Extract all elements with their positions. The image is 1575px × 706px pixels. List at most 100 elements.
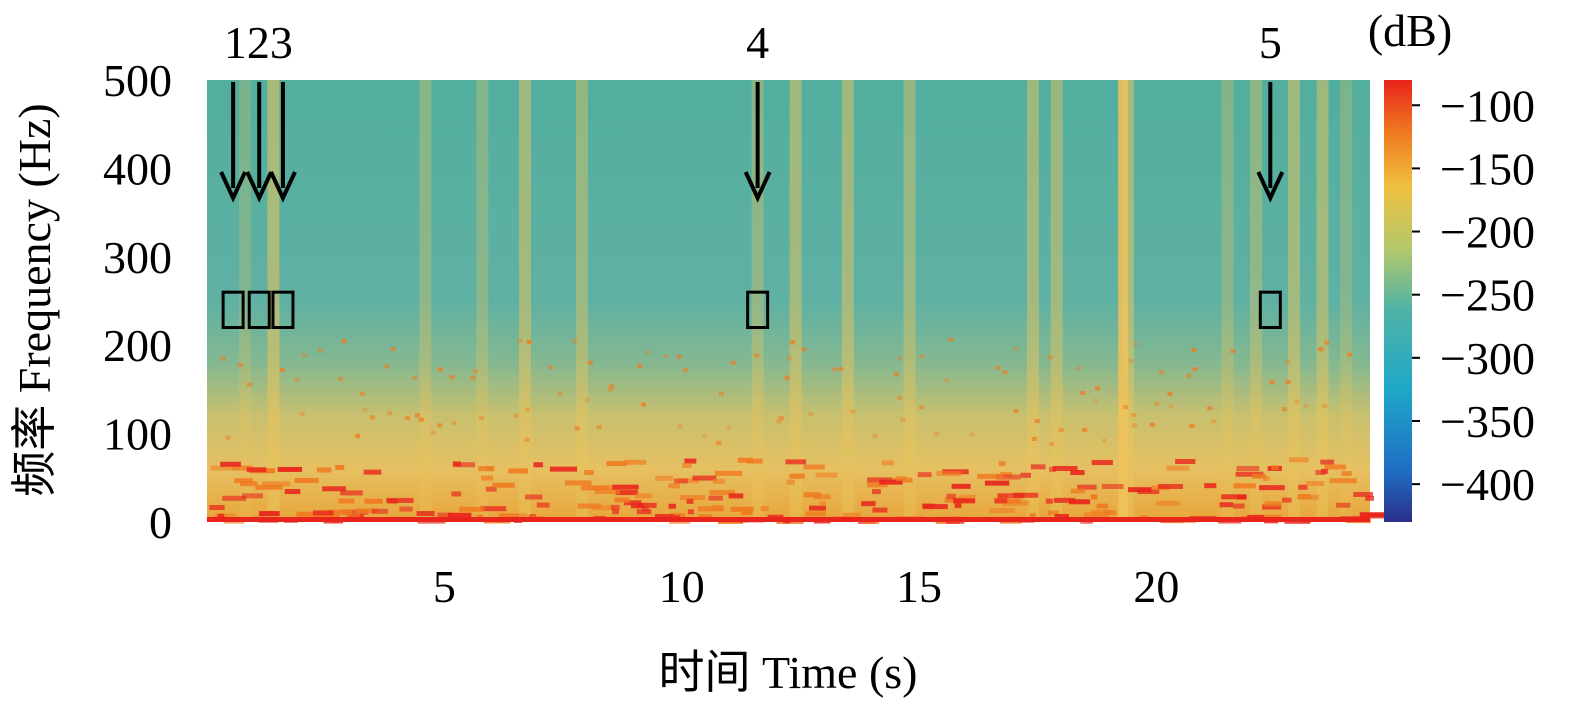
energy-spot	[1175, 458, 1196, 464]
energy-spot	[355, 508, 378, 514]
energy-spot	[247, 382, 253, 387]
energy-band	[1221, 80, 1234, 522]
energy-spot	[737, 457, 754, 463]
energy-spot	[1047, 510, 1059, 516]
energy-spot	[384, 364, 390, 369]
energy-spot	[508, 468, 528, 474]
energy-spot	[1264, 501, 1282, 507]
y-tick-label: 200	[103, 320, 172, 371]
energy-spot	[437, 367, 443, 372]
energy-spot	[414, 413, 420, 418]
energy-spot	[708, 495, 723, 501]
energy-spot	[225, 435, 231, 440]
energy-spot	[217, 513, 225, 519]
energy-spot	[430, 430, 436, 435]
energy-band	[1288, 80, 1301, 522]
energy-spot	[1070, 488, 1086, 494]
energy-spot	[1090, 494, 1098, 500]
energy-spot	[1149, 422, 1155, 427]
energy-band	[1340, 80, 1353, 522]
energy-spot	[1052, 465, 1078, 471]
energy-spot	[673, 478, 688, 484]
annotation-box-2	[247, 290, 271, 330]
arrowhead-5	[1256, 171, 1285, 203]
energy-spot	[1128, 487, 1152, 493]
energy-spot	[1075, 366, 1081, 371]
energy-spot	[715, 470, 743, 476]
energy-spot	[1207, 406, 1213, 411]
energy-spot	[754, 353, 760, 358]
energy-spot	[994, 498, 1008, 504]
energy-spot	[1191, 347, 1197, 352]
energy-spot	[584, 470, 594, 476]
energy-spot	[636, 509, 652, 515]
energy-spot	[472, 369, 478, 374]
energy-spot	[476, 514, 484, 520]
energy-spot	[1315, 469, 1326, 475]
arrowhead-3	[269, 171, 297, 203]
energy-spot	[1013, 409, 1019, 414]
energy-spot	[587, 360, 593, 365]
energy-spot	[897, 395, 903, 400]
energy-spot	[312, 510, 334, 516]
energy-spot	[498, 513, 519, 519]
energy-spot	[1054, 514, 1069, 520]
energy-spot	[607, 387, 613, 392]
energy-spot	[387, 498, 398, 504]
energy-spot	[1236, 465, 1260, 471]
energy-spot	[296, 511, 324, 517]
energy-spot	[894, 372, 900, 377]
energy-spot	[923, 504, 948, 510]
energy-spot	[1298, 493, 1312, 499]
energy-spot	[549, 466, 578, 472]
annotation-label: 5	[1259, 17, 1282, 68]
colorbar-tick-label: −200	[1440, 207, 1535, 258]
energy-band	[476, 80, 489, 522]
energy-spot	[359, 391, 365, 396]
energy-spot	[220, 461, 241, 467]
energy-spot	[813, 494, 831, 500]
energy-spot	[1083, 512, 1109, 518]
energy-spot	[338, 498, 355, 504]
energy-spot	[989, 508, 1016, 514]
arrowhead-1	[219, 171, 247, 203]
energy-spot	[831, 367, 837, 372]
energy-spot	[526, 339, 532, 344]
energy-spot	[533, 462, 543, 468]
energy-spot	[516, 513, 528, 519]
energy-spot	[678, 478, 700, 484]
energy-spot	[895, 476, 907, 482]
energy-spot	[279, 368, 285, 373]
x-tick-label: 20	[1133, 561, 1179, 612]
energy-spot	[919, 354, 925, 359]
energy-spot	[850, 409, 856, 414]
energy-spot	[702, 434, 708, 439]
energy-spot	[842, 512, 861, 518]
energy-spot	[871, 489, 881, 495]
energy-spot	[239, 481, 258, 487]
energy-spot	[808, 412, 814, 417]
energy-spot	[897, 356, 903, 361]
energy-spot	[459, 506, 485, 512]
energy-spot	[481, 475, 494, 481]
energy-spot	[1294, 399, 1300, 404]
energy-spot	[995, 474, 1021, 480]
energy-spot	[1131, 412, 1137, 417]
y-tick-label: 400	[103, 143, 172, 194]
energy-spot	[215, 513, 235, 519]
colorbar-unit: (dB)	[1368, 5, 1452, 56]
annotation-box-5	[1258, 290, 1282, 330]
energy-spot	[644, 350, 650, 355]
energy-spot	[789, 473, 805, 479]
energy-spot	[591, 505, 615, 511]
energy-spot	[1322, 403, 1328, 408]
energy-spot	[951, 483, 971, 489]
energy-spot	[1128, 358, 1134, 363]
arrowhead-2	[245, 171, 274, 203]
x-tick-label: 10	[659, 561, 705, 612]
energy-band	[1250, 80, 1263, 522]
energy-spot	[1049, 442, 1055, 447]
energy-spot	[1298, 484, 1308, 490]
energy-spot	[418, 417, 424, 422]
energy-spot	[668, 503, 676, 509]
